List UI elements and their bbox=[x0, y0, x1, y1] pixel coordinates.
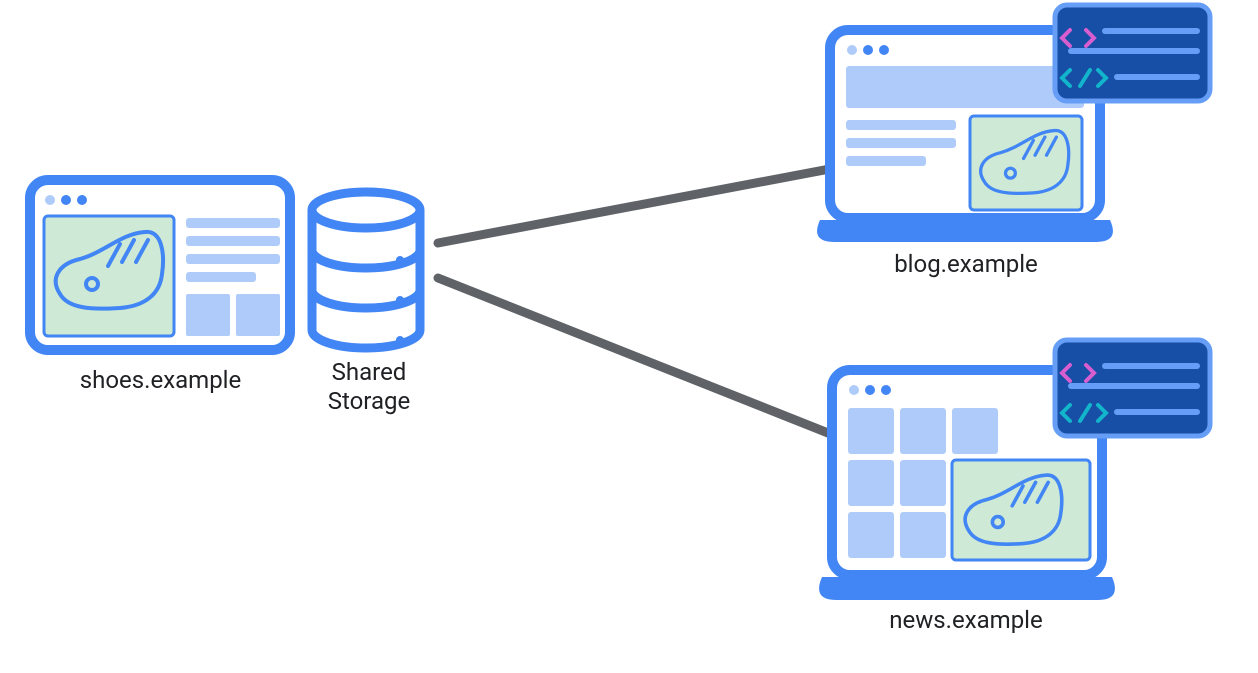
storage-label-line1: Shared bbox=[332, 358, 407, 386]
storage-label: Shared Storage bbox=[314, 358, 424, 416]
blog-code-overlay bbox=[1055, 5, 1210, 101]
architecture-diagram bbox=[0, 0, 1258, 673]
source-browser bbox=[30, 180, 290, 350]
storage-label-line2: Storage bbox=[328, 387, 410, 415]
news-label: news.example bbox=[886, 606, 1046, 635]
news-code-overlay bbox=[1055, 340, 1210, 436]
blog-label: blog.example bbox=[886, 250, 1046, 279]
source-label: shoes.example bbox=[78, 366, 243, 395]
shared-storage-db bbox=[312, 192, 420, 348]
